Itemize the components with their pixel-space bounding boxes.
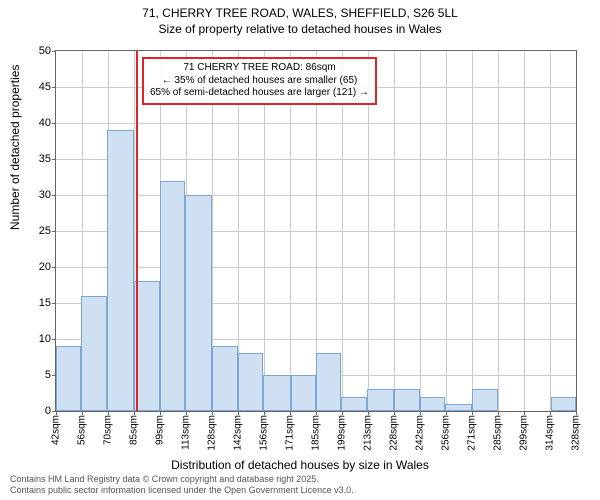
histogram-bar: [341, 397, 366, 411]
gridline-v: [446, 51, 447, 411]
ytick-label: 35: [39, 153, 51, 165]
annotation-line-3: 65% of semi-detached houses are larger (…: [150, 87, 369, 100]
annotation-box: 71 CHERRY TREE ROAD: 86sqm ← 35% of deta…: [142, 57, 377, 105]
ytick-label: 15: [39, 297, 51, 309]
histogram-bar: [81, 296, 106, 411]
gridline-v: [368, 51, 369, 411]
xtick-label: 185sqm: [311, 415, 322, 451]
xtick-label: 42sqm: [51, 415, 62, 445]
xtick-label: 56sqm: [77, 415, 88, 445]
gridline-v: [264, 51, 265, 411]
xtick-label: 199sqm: [337, 415, 348, 451]
histogram-bar: [394, 389, 419, 411]
gridline-v: [550, 51, 551, 411]
chart-area: 0510152025303540455042sqm56sqm70sqm85sqm…: [55, 50, 577, 412]
histogram-bar: [367, 389, 394, 411]
xtick-label: 85sqm: [129, 415, 140, 445]
ytick-label: 5: [45, 369, 51, 381]
marker-line: [136, 51, 138, 411]
gridline-v: [472, 51, 473, 411]
ytick-label: 45: [39, 81, 51, 93]
histogram-bar: [56, 346, 81, 411]
chart-container: 71, CHERRY TREE ROAD, WALES, SHEFFIELD, …: [0, 0, 600, 500]
xtick-label: 213sqm: [363, 415, 374, 451]
annotation-line-2: ← 35% of detached houses are smaller (65…: [150, 75, 369, 88]
xtick-label: 328sqm: [571, 415, 582, 451]
xtick-label: 142sqm: [233, 415, 244, 451]
gridline-v: [524, 51, 525, 411]
xtick-label: 113sqm: [181, 415, 192, 450]
gridline-v: [342, 51, 343, 411]
histogram-bar: [107, 130, 134, 411]
ytick-label: 50: [39, 45, 51, 57]
ytick-mark: [52, 303, 56, 304]
histogram-bar: [263, 375, 290, 411]
gridline-v: [420, 51, 421, 411]
ytick-label: 10: [39, 333, 51, 345]
title-line-1: 71, CHERRY TREE ROAD, WALES, SHEFFIELD, …: [0, 6, 600, 22]
x-axis-label: Distribution of detached houses by size …: [0, 458, 600, 472]
ytick-mark: [52, 267, 56, 268]
ytick-mark: [52, 51, 56, 52]
annotation-line-1: 71 CHERRY TREE ROAD: 86sqm: [150, 62, 369, 75]
histogram-bar: [316, 353, 341, 411]
histogram-bar: [212, 346, 237, 411]
xtick-label: 128sqm: [207, 415, 218, 451]
xtick-label: 156sqm: [259, 415, 270, 451]
ytick-mark: [52, 87, 56, 88]
xtick-label: 285sqm: [493, 415, 504, 451]
histogram-bar: [185, 195, 212, 411]
histogram-bar: [551, 397, 576, 411]
footer-line-1: Contains HM Land Registry data © Crown c…: [10, 474, 354, 485]
xtick-label: 99sqm: [155, 415, 166, 445]
footer-line-2: Contains public sector information licen…: [10, 485, 354, 496]
gridline-v: [394, 51, 395, 411]
histogram-bar: [291, 375, 316, 411]
ytick-label: 30: [39, 189, 51, 201]
ytick-label: 25: [39, 225, 51, 237]
histogram-bar: [472, 389, 497, 411]
ytick-mark: [52, 123, 56, 124]
ytick-label: 40: [39, 117, 51, 129]
xtick-label: 242sqm: [415, 415, 426, 451]
xtick-label: 70sqm: [103, 415, 114, 445]
footer-attribution: Contains HM Land Registry data © Crown c…: [10, 474, 354, 496]
histogram-bar: [445, 404, 472, 411]
ytick-mark: [52, 159, 56, 160]
ytick-mark: [52, 231, 56, 232]
xtick-label: 299sqm: [519, 415, 530, 451]
xtick-label: 314sqm: [545, 415, 556, 451]
gridline-v: [498, 51, 499, 411]
y-axis-label: Number of detached properties: [8, 65, 22, 230]
xtick-label: 256sqm: [441, 415, 452, 451]
xtick-label: 171sqm: [285, 415, 296, 451]
xtick-label: 271sqm: [467, 415, 478, 451]
ytick-mark: [52, 195, 56, 196]
histogram-bar: [160, 181, 185, 411]
histogram-bar: [238, 353, 263, 411]
title-line-2: Size of property relative to detached ho…: [0, 22, 600, 38]
ytick-mark: [52, 339, 56, 340]
histogram-bar: [420, 397, 445, 411]
title-block: 71, CHERRY TREE ROAD, WALES, SHEFFIELD, …: [0, 0, 600, 37]
xtick-label: 228sqm: [389, 415, 400, 451]
gridline-v: [290, 51, 291, 411]
ytick-label: 20: [39, 261, 51, 273]
